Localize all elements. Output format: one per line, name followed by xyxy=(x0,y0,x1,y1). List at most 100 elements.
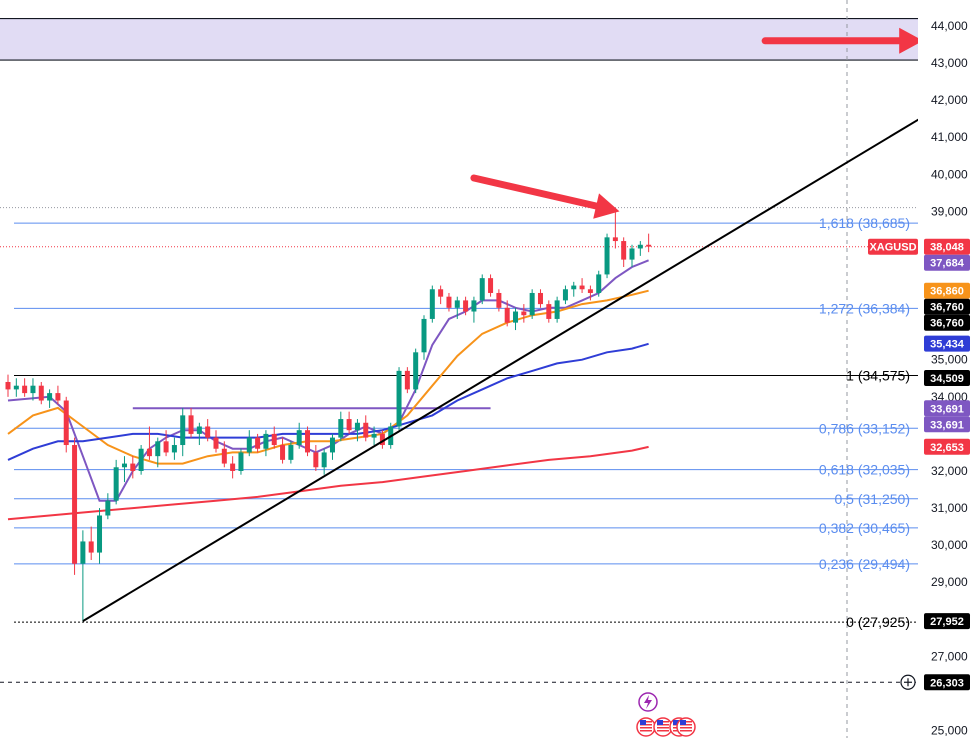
candle-body[interactable] xyxy=(421,318,427,353)
candle-body[interactable] xyxy=(496,292,502,308)
candle-body[interactable] xyxy=(637,244,643,249)
price-badge-label: 33,691 xyxy=(930,419,964,431)
candle-body[interactable] xyxy=(488,278,494,293)
candle-body[interactable] xyxy=(180,415,186,446)
candle-body[interactable] xyxy=(146,448,152,457)
candle-body[interactable] xyxy=(513,311,519,323)
candle-body[interactable] xyxy=(529,292,535,316)
y-tick-label: 40,000 xyxy=(931,167,968,181)
candle-body[interactable] xyxy=(97,515,103,553)
candle-body[interactable] xyxy=(621,241,627,260)
candle-body[interactable] xyxy=(329,437,335,453)
candle-body[interactable] xyxy=(288,445,294,460)
candle-body[interactable] xyxy=(413,352,419,390)
candle-body[interactable] xyxy=(346,419,352,431)
candle-body[interactable] xyxy=(479,278,485,301)
candle-body[interactable] xyxy=(88,541,94,553)
price-badge xyxy=(924,369,970,386)
annotation-arrow-head[interactable] xyxy=(899,27,924,54)
candle-body[interactable] xyxy=(596,274,602,293)
candle-body[interactable] xyxy=(188,415,194,434)
candle-body[interactable] xyxy=(454,300,460,308)
candle-body[interactable] xyxy=(121,463,127,468)
us-flag-icon[interactable] xyxy=(676,717,696,737)
lightning-icon-glyph xyxy=(644,695,652,709)
candle-body[interactable] xyxy=(363,422,369,438)
candle-body[interactable] xyxy=(463,300,469,312)
candle-body[interactable] xyxy=(554,300,560,319)
y-tick-label: 44,000 xyxy=(931,19,968,33)
candle-body[interactable] xyxy=(13,385,19,390)
candle-body[interactable] xyxy=(155,441,161,457)
candle-body[interactable] xyxy=(629,248,635,260)
candle-body[interactable] xyxy=(30,385,36,394)
candle-body[interactable] xyxy=(163,441,169,453)
price-badge-label: 36,860 xyxy=(930,286,964,298)
moving-average-line[interactable] xyxy=(7,445,649,521)
candle-body[interactable] xyxy=(130,463,136,471)
candle-body[interactable] xyxy=(38,385,44,401)
candle-body[interactable] xyxy=(504,307,510,323)
price-badge xyxy=(924,335,970,352)
candle-body[interactable] xyxy=(562,289,568,301)
candle-body[interactable] xyxy=(546,304,552,319)
candle-body[interactable] xyxy=(171,445,177,453)
candle-body[interactable] xyxy=(63,400,69,446)
us-flag-icon[interactable] xyxy=(653,717,673,737)
candle-body[interactable] xyxy=(296,430,302,446)
candle-body[interactable] xyxy=(105,500,111,516)
candle-body[interactable] xyxy=(521,311,527,316)
price-badge xyxy=(924,674,970,691)
candle-body[interactable] xyxy=(22,385,28,394)
candle-body[interactable] xyxy=(5,381,11,390)
candle-body[interactable] xyxy=(537,292,543,305)
candle-body[interactable] xyxy=(205,426,211,438)
candle-body[interactable] xyxy=(646,244,652,247)
candle-body[interactable] xyxy=(587,289,593,293)
candle-body[interactable] xyxy=(438,289,444,297)
candle-body[interactable] xyxy=(379,433,385,446)
candle-body[interactable] xyxy=(238,452,244,471)
y-tick-label: 29,000 xyxy=(931,575,968,589)
candle-body[interactable] xyxy=(113,467,119,501)
candle-body[interactable] xyxy=(396,370,402,427)
candle-body[interactable] xyxy=(271,433,277,446)
candle-body[interactable] xyxy=(263,433,269,449)
candle-body[interactable] xyxy=(47,393,53,401)
candle-body[interactable] xyxy=(80,541,86,564)
candle-body[interactable] xyxy=(72,445,78,564)
candle-body[interactable] xyxy=(604,237,610,275)
candle-body[interactable] xyxy=(429,289,435,319)
candle-body[interactable] xyxy=(579,285,585,290)
candle-body[interactable] xyxy=(138,448,144,471)
candle-body[interactable] xyxy=(246,437,252,453)
price-badge-label: 36,760 xyxy=(930,318,964,330)
candle-body[interactable] xyxy=(446,296,452,308)
y-tick-label: 32,000 xyxy=(931,464,968,478)
symbol-tag[interactable] xyxy=(868,238,918,255)
us-flag-icon[interactable] xyxy=(636,717,656,737)
support-trendline[interactable] xyxy=(82,117,921,622)
candle-body[interactable] xyxy=(305,430,311,453)
annotation-arrow-head[interactable] xyxy=(593,193,620,219)
candle-body[interactable] xyxy=(612,237,618,242)
candle-body[interactable] xyxy=(313,452,319,468)
candle-body[interactable] xyxy=(280,445,286,460)
annotation-arrow-shaft[interactable] xyxy=(470,174,600,210)
candle-body[interactable] xyxy=(213,437,219,449)
candle-body[interactable] xyxy=(55,393,61,401)
candle-body[interactable] xyxy=(338,419,344,438)
candle-body[interactable] xyxy=(571,285,577,290)
candle-body[interactable] xyxy=(196,426,202,434)
candle-body[interactable] xyxy=(321,452,327,468)
candle-body[interactable] xyxy=(230,463,236,471)
candle-body[interactable] xyxy=(255,437,261,449)
fib-level-label: 0,382 (30,465) xyxy=(819,520,910,536)
candle-body[interactable] xyxy=(371,433,377,438)
candle-body[interactable] xyxy=(404,370,410,390)
candle-body[interactable] xyxy=(221,448,227,464)
candle-body[interactable] xyxy=(354,422,360,431)
price-badge-label: 37,684 xyxy=(930,258,965,270)
candle-body[interactable] xyxy=(471,300,477,312)
